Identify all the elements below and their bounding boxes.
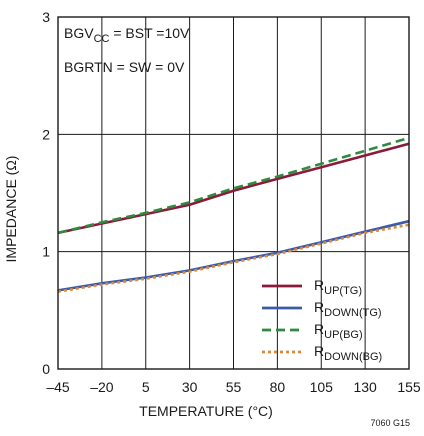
legend-label: RUP(TG)	[314, 277, 362, 297]
series-line-down-tg	[57, 219, 410, 292]
legend-label: RDOWN(BG)	[314, 343, 382, 363]
x-tick-label: 5	[142, 379, 150, 395]
y-tick-label: 2	[42, 126, 50, 142]
legend: RUP(TG)RDOWN(TG)RUP(BG)RDOWN(BG)	[262, 277, 382, 363]
x-tick-label: –45	[46, 379, 70, 395]
x-tick-label: 155	[397, 379, 421, 395]
x-tick-label: 105	[310, 379, 334, 395]
condition-text: BGVCC = BST =10V	[64, 25, 190, 45]
y-tick-label: 0	[42, 361, 50, 377]
figure-id: 7060 G15	[370, 418, 410, 428]
x-tick-label: 30	[182, 379, 198, 395]
tick-labels: –45 –20 5 30 55 80 105 130 155 0 1 2 3	[42, 9, 421, 395]
y-tick-label: 3	[42, 9, 50, 25]
legend-label: RDOWN(TG)	[314, 299, 382, 319]
x-tick-label: 80	[270, 379, 286, 395]
chart-grid	[58, 17, 409, 369]
condition-text: BGRTN = SW = 0V	[64, 59, 185, 75]
x-tick-label: 55	[226, 379, 242, 395]
legend-label: RUP(BG)	[314, 321, 363, 341]
y-axis-title: IMPEDANCE (Ω)	[3, 156, 19, 263]
x-axis-title: TEMPERATURE (°C)	[139, 403, 273, 419]
y-tick-label: 1	[42, 244, 50, 260]
x-tick-label: –20	[90, 379, 114, 395]
x-tick-label: 130	[353, 379, 377, 395]
test-conditions: BGVCC = BST =10V BGRTN = SW = 0V	[64, 25, 190, 75]
series-line-up-bg	[57, 136, 410, 235]
plot-frame	[57, 16, 410, 370]
series-layer	[57, 136, 410, 293]
